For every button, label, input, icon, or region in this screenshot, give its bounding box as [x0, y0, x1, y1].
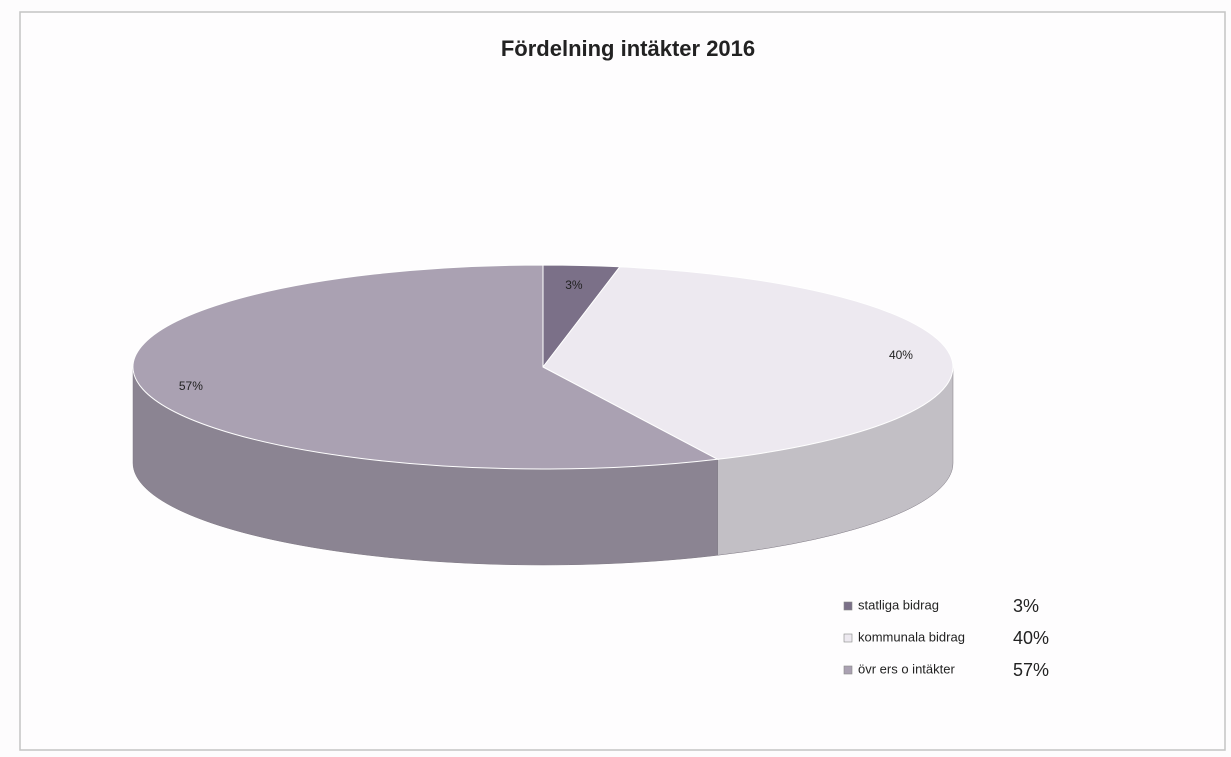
legend-value: 3%: [1013, 596, 1039, 616]
legend-swatch: [843, 665, 853, 675]
data-label: 3%: [565, 278, 583, 292]
legend-swatch: [843, 633, 853, 643]
legend-label: övr ers o intäkter: [858, 661, 955, 676]
legend-value: 40%: [1013, 628, 1049, 648]
slice: [542, 266, 954, 460]
data-label: 57%: [179, 379, 203, 393]
legend-swatch: [843, 601, 853, 611]
slice: [132, 264, 720, 470]
legend-label: statliga bidrag: [858, 597, 939, 612]
legend-label: kommunala bidrag: [858, 629, 965, 644]
legend-value: 57%: [1013, 660, 1049, 680]
data-label: 40%: [889, 348, 913, 362]
chart-title: Fördelning intäkter 2016: [501, 36, 755, 61]
